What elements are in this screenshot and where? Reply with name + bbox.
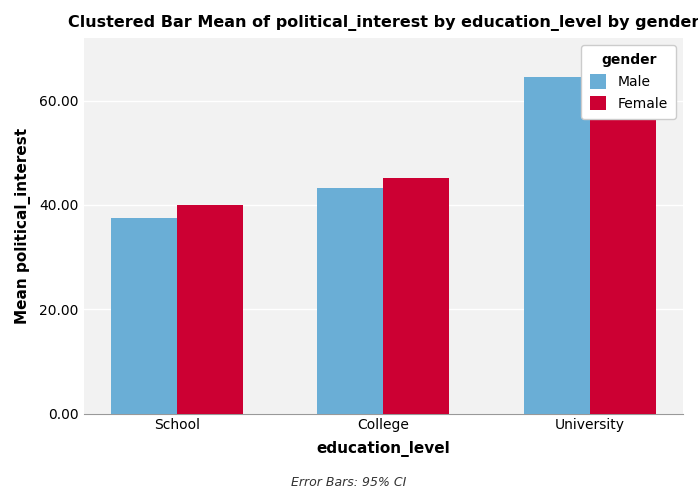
Bar	[111, 218, 177, 413]
Bar	[383, 178, 450, 413]
Legend: Male, Female: Male, Female	[581, 45, 676, 119]
Title: Clustered Bar Mean of political_interest by education_level by gender: Clustered Bar Mean of political_interest…	[68, 15, 698, 31]
X-axis label: education_level: education_level	[316, 441, 450, 457]
Y-axis label: Mean political_interest: Mean political_interest	[15, 128, 31, 324]
Bar	[177, 205, 243, 413]
Bar	[524, 77, 590, 413]
Text: Error Bars: 95% CI: Error Bars: 95% CI	[291, 476, 407, 489]
Bar	[318, 188, 383, 413]
Bar	[590, 109, 655, 413]
